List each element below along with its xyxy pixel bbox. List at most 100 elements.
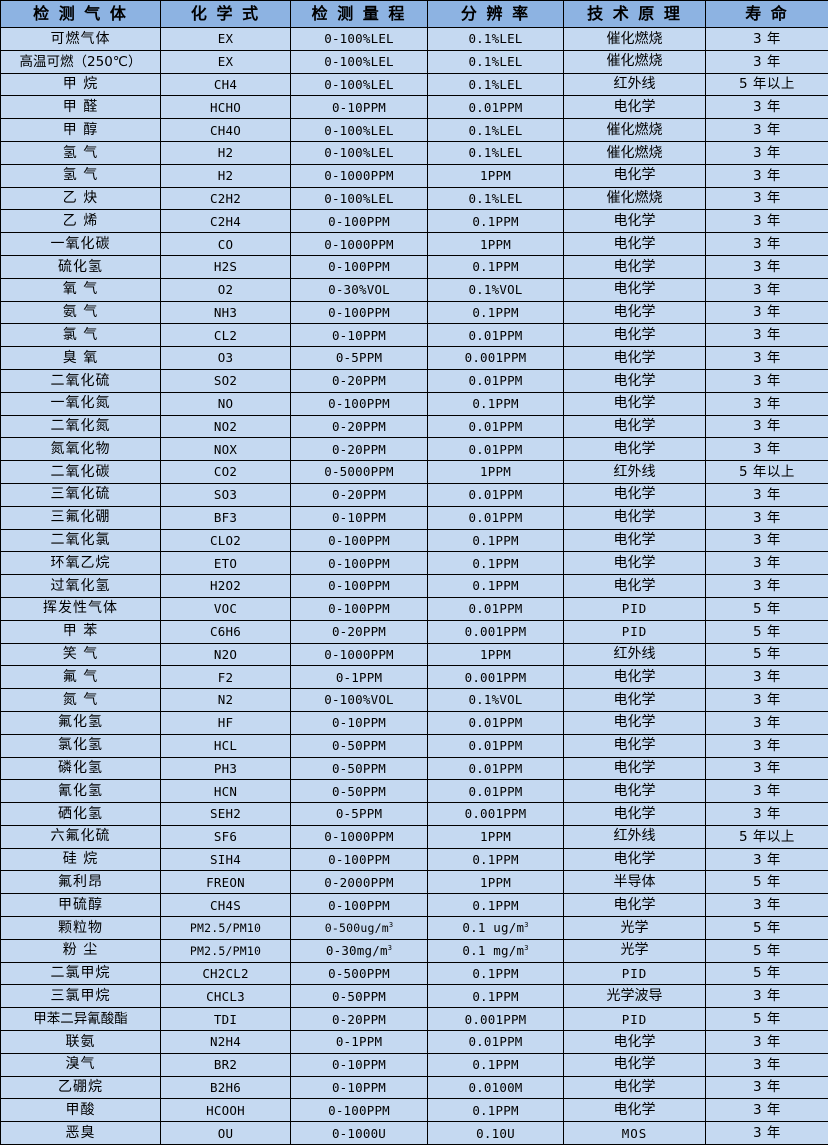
cell-life: 5 年 bbox=[706, 643, 828, 666]
cell-range: 0-1000PPM bbox=[291, 643, 428, 666]
cell-life: 5 年 bbox=[706, 962, 828, 985]
cell-resolution: 0.1PPM bbox=[428, 575, 564, 598]
cell-resolution: 1PPM bbox=[428, 164, 564, 187]
cell-life: 5 年 bbox=[706, 597, 828, 620]
cell-life: 3 年 bbox=[706, 392, 828, 415]
cell-principle: 光学波导 bbox=[564, 985, 706, 1008]
cell-range: 0-2000PPM bbox=[291, 871, 428, 894]
cell-range: 0-1PPM bbox=[291, 1031, 428, 1054]
cell-gas: 三氧化硫 bbox=[1, 483, 161, 506]
cell-resolution: 0.1%LEL bbox=[428, 28, 564, 51]
cell-formula: PM2.5/PM10 bbox=[161, 939, 291, 962]
cell-resolution: 0.01PPM bbox=[428, 369, 564, 392]
cell-range: 0-30%VOL bbox=[291, 278, 428, 301]
cell-principle: 电化学 bbox=[564, 666, 706, 689]
cell-life: 3 年 bbox=[706, 233, 828, 256]
cell-principle: 催化燃烧 bbox=[564, 50, 706, 73]
cell-principle: 电化学 bbox=[564, 1099, 706, 1122]
cell-resolution: 0.10U bbox=[428, 1122, 564, 1145]
cell-principle: 电化学 bbox=[564, 803, 706, 826]
cell-principle: 电化学 bbox=[564, 1076, 706, 1099]
cell-gas: 二氧化硫 bbox=[1, 369, 161, 392]
cell-formula: NO2 bbox=[161, 415, 291, 438]
cell-life: 3 年 bbox=[706, 711, 828, 734]
cell-life: 3 年 bbox=[706, 1122, 828, 1145]
cell-principle: 电化学 bbox=[564, 233, 706, 256]
cell-principle: 电化学 bbox=[564, 392, 706, 415]
cell-resolution: 0.1 ug/m3 bbox=[428, 917, 564, 940]
cell-formula: SIH4 bbox=[161, 848, 291, 871]
cell-life: 3 年 bbox=[706, 552, 828, 575]
cell-principle: 半导体 bbox=[564, 871, 706, 894]
cell-principle: 电化学 bbox=[564, 894, 706, 917]
cell-gas: 颗粒物 bbox=[1, 917, 161, 940]
cell-resolution: 0.1PPM bbox=[428, 301, 564, 324]
cell-gas: 高温可燃（250℃） bbox=[1, 50, 161, 73]
cell-life: 5 年以上 bbox=[706, 461, 828, 484]
cell-life: 5 年 bbox=[706, 871, 828, 894]
cell-gas: 氟 气 bbox=[1, 666, 161, 689]
cell-gas: 甲 醇 bbox=[1, 119, 161, 142]
cell-life: 3 年 bbox=[706, 255, 828, 278]
cell-gas: 乙 炔 bbox=[1, 187, 161, 210]
cell-formula: CH4O bbox=[161, 119, 291, 142]
cell-formula: O2 bbox=[161, 278, 291, 301]
cell-range: 0-1000U bbox=[291, 1122, 428, 1145]
cell-resolution: 1PPM bbox=[428, 461, 564, 484]
cell-principle: 电化学 bbox=[564, 96, 706, 119]
cell-resolution: 0.1PPM bbox=[428, 529, 564, 552]
cell-principle: 电化学 bbox=[564, 324, 706, 347]
cell-range: 0-100PPM bbox=[291, 597, 428, 620]
cell-range: 0-100PPM bbox=[291, 894, 428, 917]
cell-formula: N2 bbox=[161, 689, 291, 712]
cell-formula: BF3 bbox=[161, 506, 291, 529]
cell-gas: 甲 醛 bbox=[1, 96, 161, 119]
cell-range: 0-100PPM bbox=[291, 301, 428, 324]
cell-range: 0-100PPM bbox=[291, 552, 428, 575]
cell-gas: 二氧化碳 bbox=[1, 461, 161, 484]
cell-life: 3 年 bbox=[706, 187, 828, 210]
cell-formula: H2S bbox=[161, 255, 291, 278]
cell-gas: 氯化氢 bbox=[1, 734, 161, 757]
cell-life: 3 年 bbox=[706, 210, 828, 233]
cell-formula: HCHO bbox=[161, 96, 291, 119]
cell-gas: 氢 气 bbox=[1, 164, 161, 187]
cell-range: 0-100%LEL bbox=[291, 119, 428, 142]
cell-range: 0-100%VOL bbox=[291, 689, 428, 712]
cell-principle: 电化学 bbox=[564, 164, 706, 187]
cell-principle: 电化学 bbox=[564, 780, 706, 803]
cell-range: 0-1000PPM bbox=[291, 233, 428, 256]
cell-principle: 电化学 bbox=[564, 757, 706, 780]
cell-range: 0-1PPM bbox=[291, 666, 428, 689]
cell-range: 0-50PPM bbox=[291, 734, 428, 757]
cell-range: 0-20PPM bbox=[291, 483, 428, 506]
cell-gas: 甲酸 bbox=[1, 1099, 161, 1122]
cell-gas: 溴气 bbox=[1, 1053, 161, 1076]
cell-life: 5 年以上 bbox=[706, 825, 828, 848]
cell-principle: 红外线 bbox=[564, 73, 706, 96]
cell-resolution: 0.001PPM bbox=[428, 347, 564, 370]
cell-gas: 氨 气 bbox=[1, 301, 161, 324]
cell-formula: HCN bbox=[161, 780, 291, 803]
header-row: 检 测 气 体 化 学 式 检 测 量 程 分 辨 率 技 术 原 理 寿 命 bbox=[1, 1, 828, 28]
cell-gas: 氯 气 bbox=[1, 324, 161, 347]
cell-formula: BR2 bbox=[161, 1053, 291, 1076]
cell-resolution: 0.1%VOL bbox=[428, 689, 564, 712]
cell-formula: VOC bbox=[161, 597, 291, 620]
cell-principle: MOS bbox=[564, 1122, 706, 1145]
cell-range: 0-100%LEL bbox=[291, 73, 428, 96]
cell-range: 0-20PPM bbox=[291, 438, 428, 461]
cell-formula: CLO2 bbox=[161, 529, 291, 552]
cell-range: 0-100PPM bbox=[291, 392, 428, 415]
cell-gas: 甲苯二异氰酸酯 bbox=[1, 1008, 161, 1031]
